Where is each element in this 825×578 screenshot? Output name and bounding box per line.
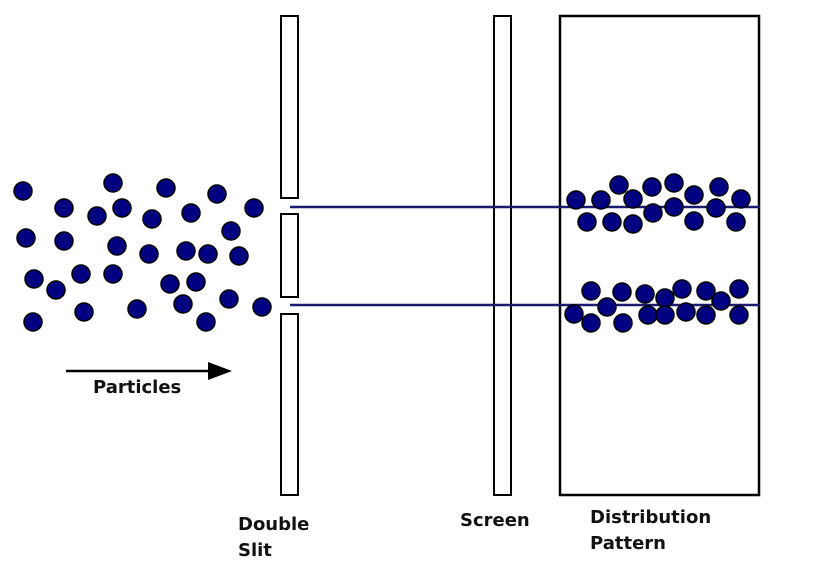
particle	[156, 178, 176, 198]
particle	[142, 209, 162, 229]
particle	[23, 312, 43, 332]
distribution-label-line2: Pattern	[590, 533, 666, 554]
particle	[160, 274, 180, 294]
particle	[103, 173, 123, 193]
particle	[581, 281, 601, 301]
particle	[602, 212, 622, 232]
particle	[198, 244, 218, 264]
particle	[87, 206, 107, 226]
arrow-head-icon	[208, 362, 232, 380]
particle	[54, 198, 74, 218]
particle	[729, 305, 749, 325]
particle	[729, 279, 749, 299]
double-slit-label-line2: Slit	[238, 540, 272, 561]
particle	[684, 185, 704, 205]
particle	[609, 175, 629, 195]
particle	[672, 279, 692, 299]
particle	[613, 313, 633, 333]
particle	[24, 269, 44, 289]
particle	[623, 214, 643, 234]
particle	[16, 228, 36, 248]
particle	[591, 190, 611, 210]
particle	[655, 288, 675, 308]
particle	[244, 198, 264, 218]
slit-barrier-middle	[280, 213, 299, 298]
particle	[221, 221, 241, 241]
particle	[655, 305, 675, 325]
particle	[581, 313, 601, 333]
particle	[676, 302, 696, 322]
particle	[664, 173, 684, 193]
particle	[564, 304, 584, 324]
particle	[684, 211, 704, 231]
distribution-label-line1: Distribution	[590, 507, 712, 528]
particle	[612, 282, 632, 302]
particle	[711, 291, 731, 311]
particle	[664, 197, 684, 217]
particle	[13, 181, 33, 201]
particle	[696, 305, 716, 325]
particle	[577, 212, 597, 232]
particle	[638, 305, 658, 325]
particle	[709, 177, 729, 197]
particle	[71, 264, 91, 284]
incoming-particles	[13, 173, 272, 332]
particle	[566, 190, 586, 210]
particle	[635, 284, 655, 304]
particle	[642, 177, 662, 197]
particle	[219, 289, 239, 309]
particle	[74, 302, 94, 322]
screen-bar	[493, 15, 512, 496]
distribution-box	[558, 14, 761, 497]
particle	[623, 189, 643, 209]
particle	[54, 231, 74, 251]
particle	[731, 189, 751, 209]
particle	[173, 294, 193, 314]
particle	[706, 198, 726, 218]
screen-label: Screen	[460, 510, 530, 531]
distribution-particles	[564, 173, 751, 333]
particle	[207, 184, 227, 204]
slit-barrier-bottom	[280, 313, 299, 496]
particle	[107, 236, 127, 256]
particle	[229, 246, 249, 266]
particle	[46, 280, 66, 300]
particle	[127, 299, 147, 319]
particle	[139, 244, 159, 264]
particle	[643, 203, 663, 223]
particle	[181, 203, 201, 223]
particle	[696, 281, 716, 301]
particle	[252, 297, 272, 317]
particle	[726, 212, 746, 232]
particle	[103, 264, 123, 284]
particle	[196, 312, 216, 332]
slit-barrier-top	[280, 15, 299, 199]
particle	[597, 297, 617, 317]
particle	[186, 272, 206, 292]
double-slit-label-line1: Double	[238, 514, 310, 535]
particle	[176, 241, 196, 261]
particle	[112, 198, 132, 218]
particles-label: Particles	[93, 377, 182, 398]
